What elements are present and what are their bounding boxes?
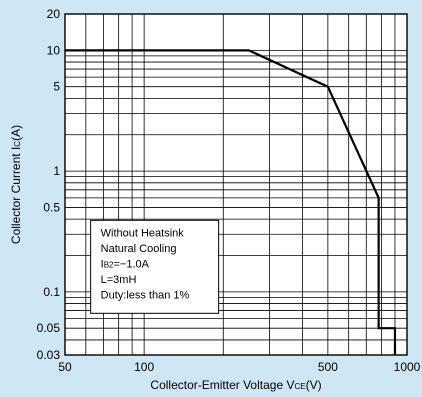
y-tick-label: 0.05 [37,321,61,335]
y-tick-label: 5 [53,80,60,94]
y-tick-label: 1 [53,164,60,178]
x-tick-label: 1000 [394,360,421,374]
x-tick-label: 100 [134,360,154,374]
annotation-line: Natural Cooling [101,243,177,255]
x-tick-label: 50 [58,360,72,374]
data-series [65,49,397,355]
annotation-box: Without Heatsink Natural Cooling IB2=−1.0A… [90,219,220,314]
plot-frame [64,13,408,356]
annotation-line: IB2=−1.0A [101,258,150,270]
y-axis-label: Collector Current IC(A) [9,125,23,244]
y-tick-label: 0.03 [37,348,61,362]
plot-border [64,13,408,356]
soa-curve [65,49,397,355]
y-tick-label: 10 [47,43,61,57]
annotation-line: Without Heatsink [101,227,185,239]
y-tick-labels: 0.03 0.05 0.1 0.5 1 5 10 20 [37,7,61,362]
x-tick-labels: 50 100 500 1000 [58,360,420,374]
x-axis-label: Collector-Emitter Voltage VCE(V) [150,378,321,392]
y-tick-label: 0.5 [43,200,60,214]
y-tick-label: 0.1 [43,285,60,299]
x-tick-label: 500 [318,360,338,374]
annotation-line: L=3mH [101,274,137,286]
annotation-line: Duty:less than 1% [101,289,190,301]
annotation-frame [90,219,220,314]
y-tick-label: 20 [47,7,61,21]
grid-lines [65,14,407,355]
